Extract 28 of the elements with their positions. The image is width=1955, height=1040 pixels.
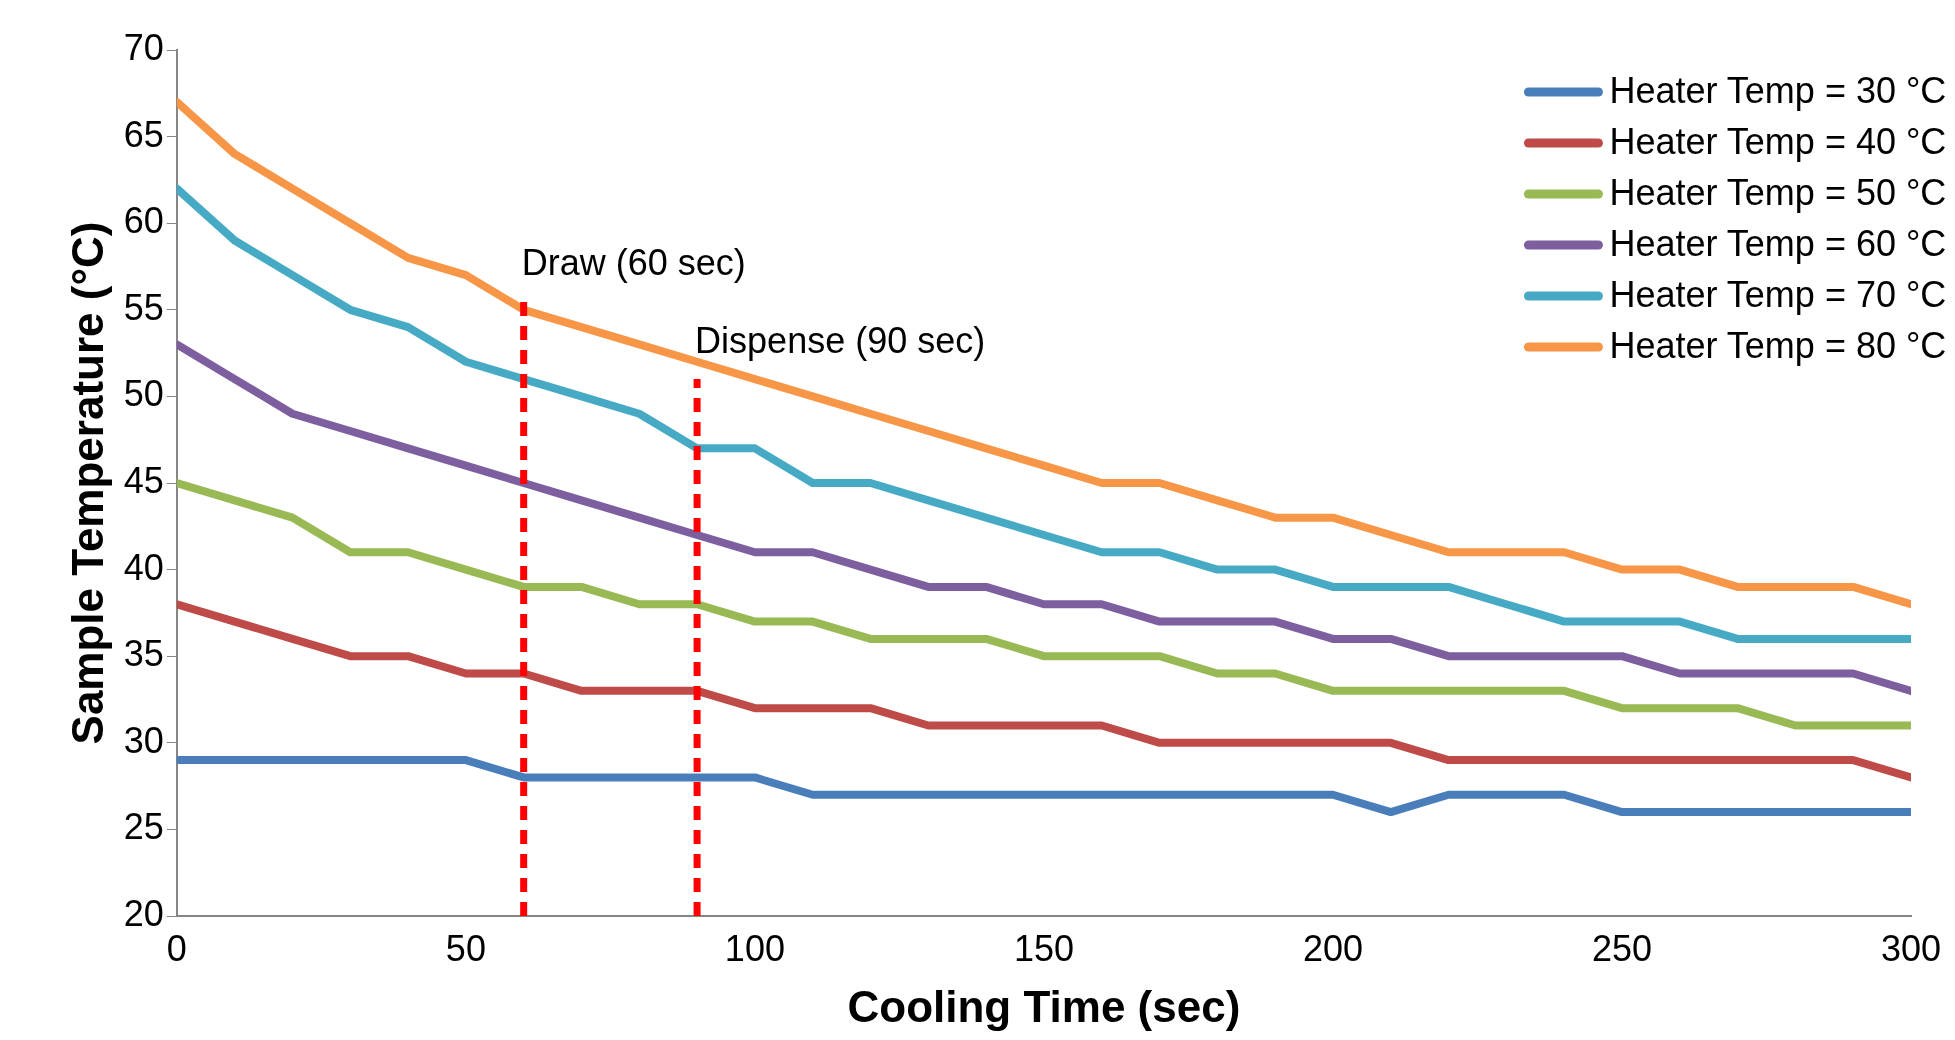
y-tick-label: 40 [123, 546, 164, 588]
x-tick-label: 150 [1013, 927, 1074, 969]
legend-label: Heater Temp = 50 °C [1609, 171, 1947, 213]
legend-label: Heater Temp = 40 °C [1609, 120, 1947, 162]
y-tick-label: 35 [123, 633, 164, 675]
x-tick-label: 50 [445, 927, 486, 969]
y-tick-label: 55 [123, 286, 164, 328]
y-tick-label: 65 [123, 113, 164, 155]
x-tick-label: 0 [166, 927, 187, 969]
x-axis-title: Cooling Time (sec) [847, 981, 1241, 1031]
y-tick-label: 30 [123, 719, 164, 761]
y-tick-label: 60 [123, 200, 164, 242]
x-tick-label: 300 [1880, 927, 1942, 969]
ref-line-label: Dispense (90 sec) [695, 320, 986, 361]
legend-label: Heater Temp = 70 °C [1609, 273, 1947, 315]
legend-label: Heater Temp = 30 °C [1609, 69, 1947, 111]
ref-line-label: Draw (60 sec) [521, 242, 746, 284]
y-tick-label: 45 [123, 459, 164, 501]
y-tick-label: 20 [123, 892, 164, 934]
legend-label: Heater Temp = 80 °C [1609, 324, 1947, 366]
legend-label: Heater Temp = 60 °C [1609, 222, 1947, 264]
x-tick-label: 250 [1591, 927, 1653, 969]
y-axis-title: Sample Temperature (°C) [62, 221, 112, 745]
y-tick-label: 70 [123, 26, 164, 68]
x-tick-label: 100 [724, 927, 785, 969]
y-tick-label: 50 [123, 373, 164, 415]
y-tick-label: 25 [123, 806, 164, 848]
x-tick-label: 200 [1302, 927, 1363, 969]
